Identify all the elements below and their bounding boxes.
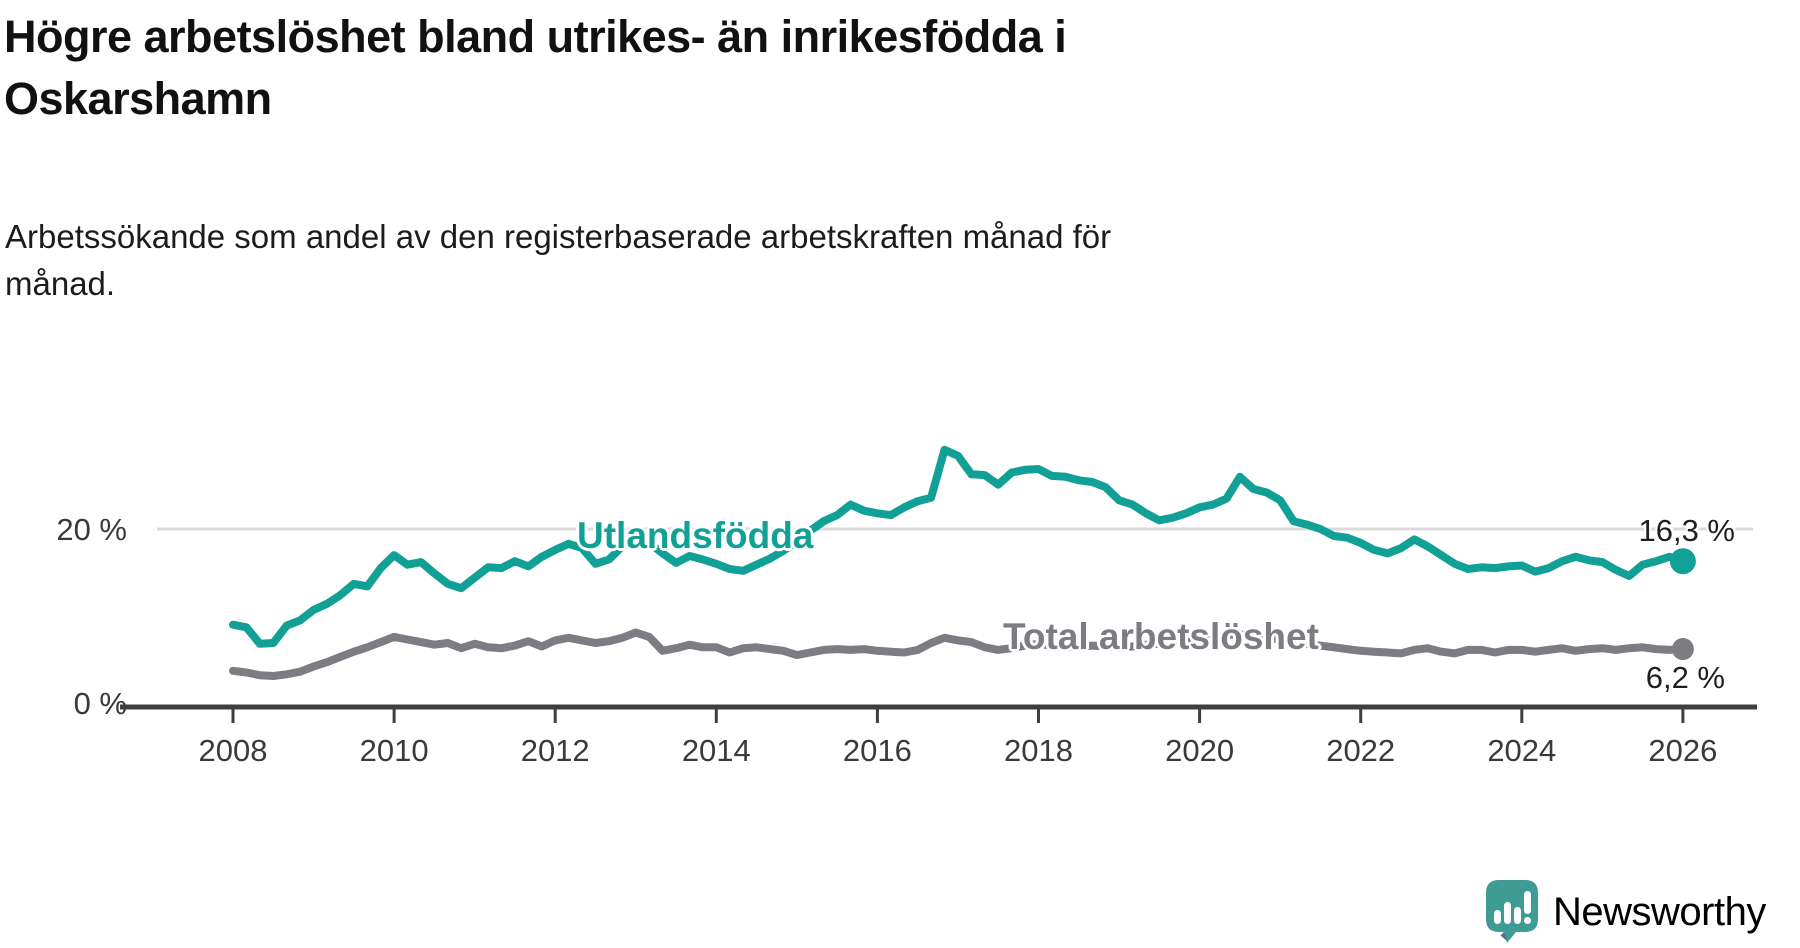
- newsworthy-logo-icon: [1486, 880, 1538, 943]
- logo-bar-2: [1504, 902, 1511, 924]
- chart-title-line1: Högre arbetslöshet bland utrikes- än inr…: [4, 11, 1067, 62]
- x-axis-tick-label: 2012: [521, 733, 590, 768]
- x-axis-tick-label: 2008: [199, 733, 268, 768]
- x-axis-tick-label: 2018: [1004, 733, 1073, 768]
- chart-subtitle-line1: Arbetssökande som andel av den registerb…: [5, 218, 1112, 255]
- end-value-utlandsfodda: 16,3 %: [1638, 513, 1735, 548]
- newsworthy-logo: Newsworthy: [1486, 880, 1766, 944]
- y-axis-tick-label: 20 %: [56, 512, 127, 547]
- x-axis-tick-label: 2010: [360, 733, 429, 768]
- utlandsfodda-line-end-dot: [1669, 548, 1696, 575]
- chart-title-line2: Oskarshamn: [4, 73, 272, 124]
- x-axis-tick-label: 2022: [1326, 733, 1395, 768]
- logo-exclamation-stem: [1524, 891, 1531, 914]
- newsworthy-logo-text: Newsworthy: [1553, 889, 1766, 934]
- logo-tail-accent: [1500, 932, 1507, 941]
- y-axis-tick-label: 0 %: [74, 686, 127, 721]
- utlandsfodda-line: [229, 445, 1687, 648]
- x-axis-tick-label: 2026: [1648, 733, 1717, 768]
- total-arbetsloshet-line-end-dot: [1671, 638, 1694, 661]
- total-arbetsloshet-line: [229, 628, 1687, 680]
- chart-title: Högre arbetslöshet bland utrikes- än inr…: [4, 6, 1067, 130]
- x-axis-tick-label: 2024: [1487, 733, 1556, 768]
- end-value-total: 6,2 %: [1645, 660, 1725, 695]
- chart-subtitle: Arbetssökande som andel av den registerb…: [5, 213, 1111, 307]
- x-axis-tick-label: 2016: [843, 733, 912, 768]
- x-axis-tick-label: 2020: [1165, 733, 1234, 768]
- series-label-utlandsfodda: Utlandsfödda: [577, 515, 814, 556]
- logo-exclamation-dot: [1524, 917, 1531, 924]
- logo-bar-3: [1514, 907, 1521, 924]
- series-label-total-arbetsloshet: Total arbetslöshet: [1003, 616, 1319, 657]
- x-axis-tick-label: 2014: [682, 733, 751, 768]
- chart-subtitle-line2: månad.: [5, 265, 116, 302]
- logo-bar-1: [1494, 910, 1501, 924]
